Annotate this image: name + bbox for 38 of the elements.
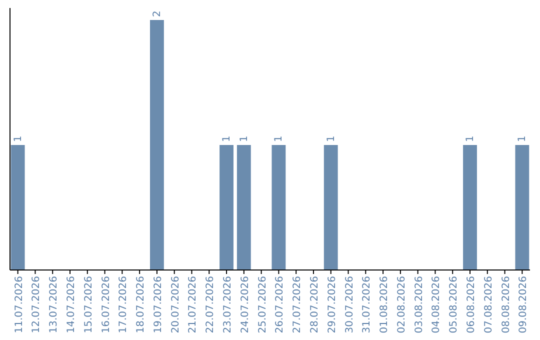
x-tick-label: 30.07.2026 — [344, 276, 356, 334]
data-label: 1 — [326, 136, 337, 142]
x-tick-label: 28.07.2026 — [309, 276, 320, 334]
data-label: 1 — [274, 136, 285, 142]
x-tick-label: 12.07.2026 — [31, 276, 42, 334]
x-tick-label: 01.08.2026 — [379, 276, 390, 334]
x-tick-label: 29.07.2026 — [326, 276, 338, 334]
x-tick-label: 18.07.2026 — [136, 276, 147, 334]
data-label: 1 — [222, 136, 233, 142]
x-tick-label: 23.07.2026 — [222, 276, 234, 334]
x-tick-label: 25.07.2026 — [257, 276, 268, 334]
x-tick-label: 11.07.2026 — [14, 276, 25, 334]
x-tick-label: 24.07.2026 — [240, 276, 251, 334]
x-tick-label: 19.07.2026 — [152, 276, 164, 334]
data-label: 2 — [152, 10, 163, 17]
x-tick-label: 27.07.2026 — [292, 276, 304, 334]
x-tick-label: 20.07.2026 — [170, 276, 182, 334]
data-label: 1 — [517, 136, 528, 142]
x-tick-label: 15.07.2026 — [83, 276, 94, 334]
x-tick-label: 22.07.2026 — [205, 276, 216, 334]
x-tick-label: 03.08.2026 — [414, 276, 425, 334]
x-tick-label: 04.08.2026 — [431, 276, 442, 334]
x-tick-label: 17.07.2026 — [118, 276, 130, 334]
x-tick-label: 14.07.2026 — [66, 276, 77, 334]
x-tick-label: 21.07.2026 — [188, 276, 199, 334]
x-tick-label: 26.07.2026 — [274, 276, 286, 334]
x-tick-label: 16.07.2026 — [100, 276, 112, 334]
x-tick-label: 08.08.2026 — [500, 276, 512, 334]
x-tick-label: 07.08.2026 — [483, 276, 494, 334]
data-label: 1 — [12, 136, 24, 142]
x-tick-label: 06.08.2026 — [466, 276, 477, 334]
x-tick-label: 13.07.2026 — [48, 276, 60, 334]
x-tick-label: 09.08.2026 — [518, 276, 530, 334]
data-label: 1 — [238, 136, 250, 142]
x-tick-label: 02.08.2026 — [396, 276, 408, 334]
x-tick-label: 05.08.2026 — [448, 276, 460, 334]
data-label: 1 — [465, 136, 476, 142]
x-tick-label: 31.07.2026 — [362, 276, 373, 334]
